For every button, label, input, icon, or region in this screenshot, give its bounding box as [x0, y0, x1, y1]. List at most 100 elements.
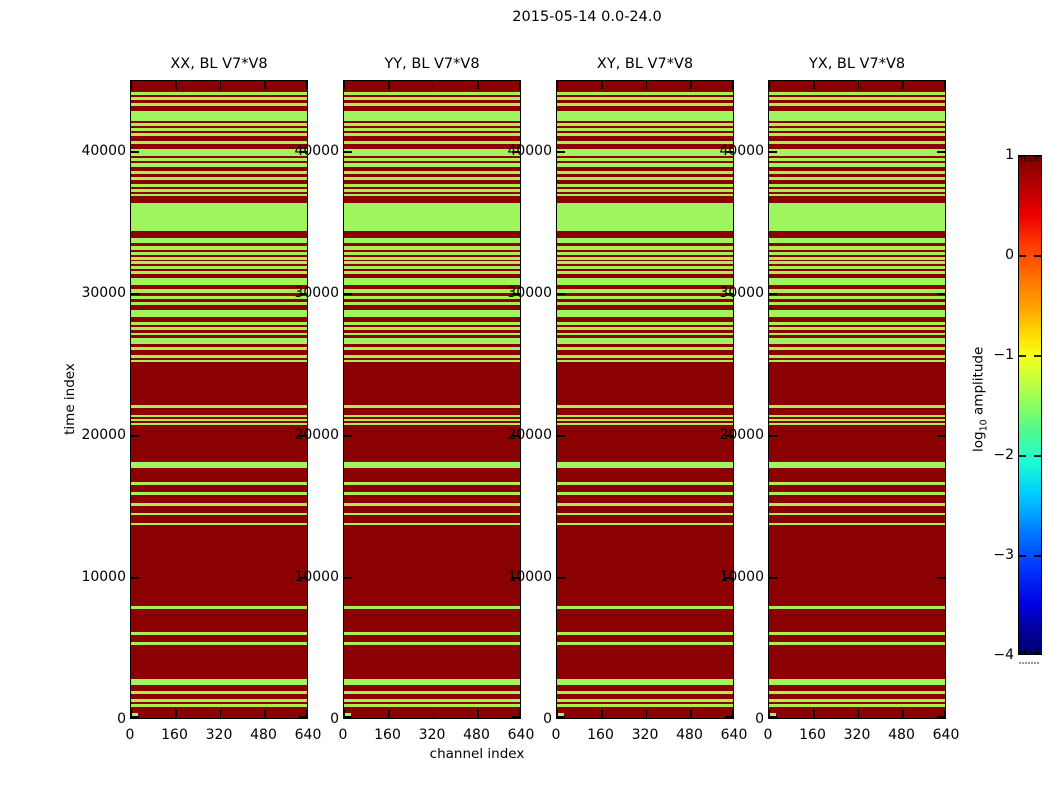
heatmap-stripe	[344, 606, 520, 610]
heatmap-stripe	[131, 278, 307, 286]
heatmap-stripe	[769, 296, 945, 300]
y-tick-mark	[344, 435, 352, 437]
colorbar-comb-tick	[1039, 648, 1040, 653]
x-tick-label: 480	[250, 727, 277, 743]
x-tick-label: 160	[161, 727, 188, 743]
heatmap-stripe	[344, 414, 520, 417]
colorbar-tick-mark	[1019, 652, 1026, 654]
x-tick-mark	[690, 81, 692, 89]
heatmap-stripe	[769, 257, 945, 260]
x-tick-mark	[305, 710, 307, 718]
y-tick-mark	[725, 577, 733, 579]
heatmap-stripe	[131, 162, 307, 167]
heatmap-stripe	[769, 289, 945, 293]
y-tick-mark	[131, 151, 139, 153]
x-tick-mark	[731, 710, 733, 718]
heatmap-stripe	[344, 502, 520, 506]
x-tick-mark	[131, 81, 132, 89]
y-tick-mark	[299, 151, 307, 153]
panel-title: XY, BL V7*V8	[596, 56, 694, 72]
y-tick-label: 10000	[719, 569, 764, 585]
figure-title: 2015-05-14 0.0-24.0	[512, 9, 662, 25]
heatmap-stripe	[344, 102, 520, 107]
colorbar-tick-mark	[1034, 455, 1041, 457]
heatmap-stripe	[769, 691, 945, 694]
colorbar-tick-mark	[1019, 555, 1026, 557]
y-tick-mark	[299, 577, 307, 579]
heatmap-stripe	[557, 322, 733, 326]
x-tick-mark	[857, 81, 859, 89]
x-tick-mark	[645, 710, 647, 718]
y-tick-label: 0	[330, 711, 339, 727]
y-tick-mark	[725, 435, 733, 437]
heatmap-stripe	[557, 355, 733, 358]
heatmap-stripe	[131, 502, 307, 506]
heatmap-stripe	[769, 481, 945, 485]
y-tick-label: 20000	[507, 427, 552, 443]
heatmap-stripe	[131, 404, 307, 408]
heatmap-stripe	[344, 91, 520, 96]
heatmap-stripe	[131, 266, 307, 269]
panel-title: YY, BL V7*V8	[384, 56, 480, 72]
y-tick-mark	[299, 435, 307, 437]
y-tick-label: 0	[755, 711, 764, 727]
y-tick-label: 0	[543, 711, 552, 727]
heatmap-stripe	[557, 238, 733, 244]
x-tick-mark	[943, 81, 945, 89]
heatmap-stripe	[557, 170, 733, 174]
heatmap-stripe	[557, 176, 733, 180]
x-tick-label: 320	[205, 727, 233, 743]
origin-marker	[770, 713, 776, 717]
heatmap-stripe	[131, 91, 307, 96]
x-tick-mark	[175, 81, 177, 89]
heatmap-stripe	[344, 127, 520, 131]
x-tick-mark	[813, 81, 815, 89]
y-tick-mark	[512, 577, 520, 579]
colorbar-comb-tick	[1027, 648, 1028, 653]
y-tick-mark	[299, 293, 307, 295]
x-tick-mark	[645, 81, 647, 89]
x-tick-label: 640	[932, 727, 960, 743]
y-tick-mark	[512, 151, 520, 153]
x-axis-label: channel index	[429, 746, 525, 762]
x-tick-mark	[943, 710, 945, 718]
heatmap-stripe	[131, 461, 307, 468]
y-tick-label: 30000	[507, 285, 552, 301]
heatmap-stripe	[557, 606, 733, 610]
heatmap-stripe	[769, 522, 945, 526]
heatmap-stripe	[344, 289, 520, 293]
x-tick-mark	[432, 710, 434, 718]
heatmap-stripe	[769, 252, 945, 256]
heatmap-stripe	[344, 176, 520, 180]
heatmap-stripe	[344, 183, 520, 187]
heatmap-stripe	[557, 414, 733, 417]
y-tick-label: 10000	[81, 569, 126, 585]
heatmap-stripe	[769, 333, 945, 336]
heatmap-panel-yy	[343, 80, 521, 719]
heatmap-stripe	[557, 642, 733, 646]
heatmap-stripe	[557, 704, 733, 707]
heatmap-stripe	[344, 132, 520, 136]
x-tick-label: 320	[418, 727, 446, 743]
heatmap-stripe	[131, 176, 307, 180]
heatmap-stripe	[344, 266, 520, 269]
colorbar-tick-mark	[1019, 155, 1026, 157]
heatmap-stripe	[769, 347, 945, 350]
x-tick-label: 160	[799, 727, 826, 743]
y-tick-label: 20000	[719, 427, 764, 443]
origin-marker	[345, 713, 351, 717]
heatmap-stripe	[557, 422, 733, 425]
x-tick-mark	[388, 710, 390, 718]
heatmap-stripe	[769, 188, 945, 192]
heatmap-stripe	[344, 679, 520, 686]
heatmap-stripe	[131, 183, 307, 187]
y-tick-mark	[344, 577, 352, 579]
heatmap-stripe	[344, 157, 520, 161]
heatmap-stripe	[769, 632, 945, 636]
heatmap-stripe	[344, 170, 520, 174]
y-tick-mark	[937, 151, 945, 153]
heatmap-stripe	[557, 502, 733, 506]
x-tick-label: 640	[720, 727, 748, 743]
heatmap-stripe	[344, 512, 520, 516]
panel-title: YX, BL V7*V8	[808, 56, 906, 72]
